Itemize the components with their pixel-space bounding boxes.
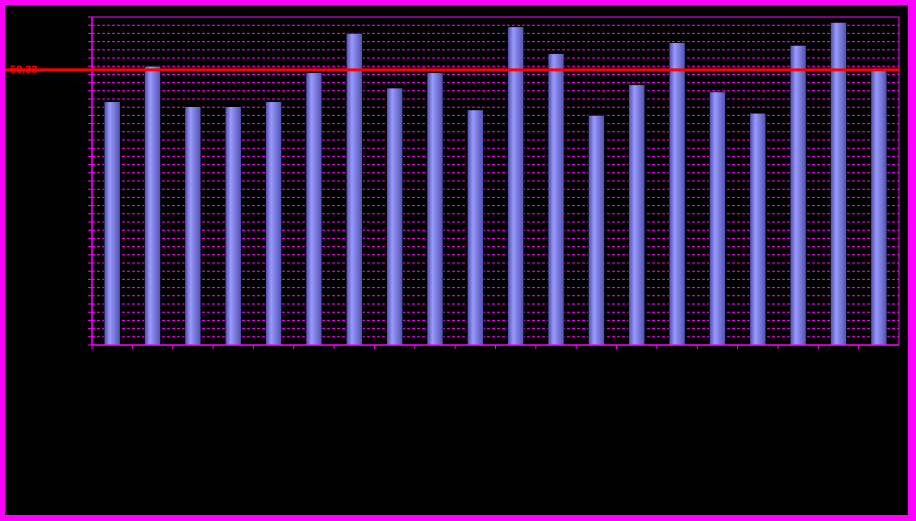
category-label: Молчановский	[469, 365, 480, 437]
category-label: Колпашевский	[389, 365, 400, 437]
bar	[709, 91, 726, 346]
bar	[749, 112, 767, 346]
bar	[870, 68, 888, 346]
category-label: Парабельский	[510, 365, 521, 434]
bar	[789, 45, 807, 346]
reference-line-group: 50,33	[5, 64, 899, 76]
category-label: Каргасокский	[308, 365, 319, 432]
y-tick-label: 9	[83, 292, 87, 300]
y-tick-label: 31.5	[74, 169, 87, 177]
bar	[144, 65, 161, 346]
bar	[668, 42, 686, 346]
bars	[103, 22, 888, 346]
category-label: г.Стрежевой	[832, 365, 843, 423]
y-tick-label: 58.5	[74, 22, 87, 30]
y-tick-label: 33	[79, 161, 87, 169]
category-label: Асиновский	[147, 365, 158, 423]
y-tick-label: 40.5	[74, 120, 87, 128]
y-tick-label: 55.5	[74, 38, 87, 46]
bar	[224, 106, 242, 346]
bar	[628, 84, 646, 346]
axes: 01.534.567.5910.51213.51516.51819.52122.…	[74, 14, 900, 350]
y-tick-label: 10.5	[74, 284, 87, 292]
y-tick-label: 25.5	[74, 202, 87, 210]
y-tick-label: 0	[83, 342, 87, 350]
category-label: г.Кедровый	[752, 365, 763, 419]
category-label: Томский	[631, 365, 642, 407]
category-label: г.Северск	[792, 365, 803, 411]
y-tick-label: 13.5	[74, 268, 87, 276]
y-tick-label: 22.5	[74, 219, 87, 227]
category-label: Кожевниковский	[348, 365, 359, 447]
category-label: Бакчарский	[187, 365, 198, 423]
y-tick-label: 39	[79, 128, 87, 136]
bar	[467, 109, 484, 346]
y-tick-label: 42	[79, 112, 87, 120]
category-label: Тегульдетский	[590, 365, 601, 436]
bar	[305, 72, 323, 346]
y-tick-label: 27	[79, 194, 87, 202]
bar	[547, 53, 565, 346]
category-label: Шегарский	[711, 365, 722, 420]
bar	[184, 106, 202, 346]
category-label: Кривошеинский	[429, 365, 440, 444]
y-tick-label: 24	[79, 210, 87, 218]
y-tick-label: 48	[79, 79, 87, 87]
y-tick-label: 30	[79, 178, 87, 186]
bar	[426, 72, 444, 346]
y-tick-label: 19.5	[74, 235, 87, 243]
y-tick-label: 3	[83, 325, 87, 333]
category-label: г.Томск (без НОУ)	[873, 365, 884, 451]
reference-line-label: 50,33	[10, 64, 38, 76]
bar	[588, 115, 605, 346]
y-tick-label: 51	[79, 63, 87, 71]
category-label: Верхнекетский	[227, 365, 238, 437]
y-tick-label: 36	[79, 145, 87, 153]
category-labels: Александровский Асиновский Бакчарский Верхн…	[106, 365, 884, 451]
y-tick-label: 28.5	[74, 186, 87, 194]
y-tick-label: 15	[79, 260, 87, 268]
category-label: Александровский	[106, 365, 117, 450]
bar	[507, 26, 524, 346]
y-tick-label: 60	[79, 14, 87, 22]
y-tick-label: 21	[79, 227, 87, 235]
bar	[386, 87, 403, 346]
y-tick-label: 7.5	[77, 301, 86, 309]
grid-lines	[92, 16, 899, 346]
bar	[103, 101, 121, 346]
y-tick-label: 43.5	[74, 104, 87, 112]
y-tick-label: 18	[79, 243, 87, 251]
bar	[345, 33, 363, 346]
category-label: Зырянский	[268, 365, 279, 419]
y-tick-label: 46.5	[74, 87, 87, 95]
y-tick-label: 52.5	[74, 55, 87, 63]
category-label: Чаинский	[671, 365, 682, 413]
y-tick-label: 16.5	[74, 251, 87, 259]
y-tick-label: 57	[79, 30, 87, 38]
y-tick-label: 54	[79, 46, 87, 54]
y-tick-label: 6	[83, 309, 87, 317]
bar	[265, 101, 282, 346]
y-tick-label: 1.5	[77, 333, 86, 341]
y-tick-label: 49.5	[74, 71, 87, 79]
category-label: Первомайский	[550, 365, 561, 436]
y-tick-label: 12	[79, 276, 87, 284]
y-tick-label: 45	[79, 96, 87, 104]
y-tick-label: 37.5	[74, 137, 87, 145]
y-tick-label: 34.5	[74, 153, 87, 161]
y-tick-label: 4.5	[77, 317, 86, 325]
